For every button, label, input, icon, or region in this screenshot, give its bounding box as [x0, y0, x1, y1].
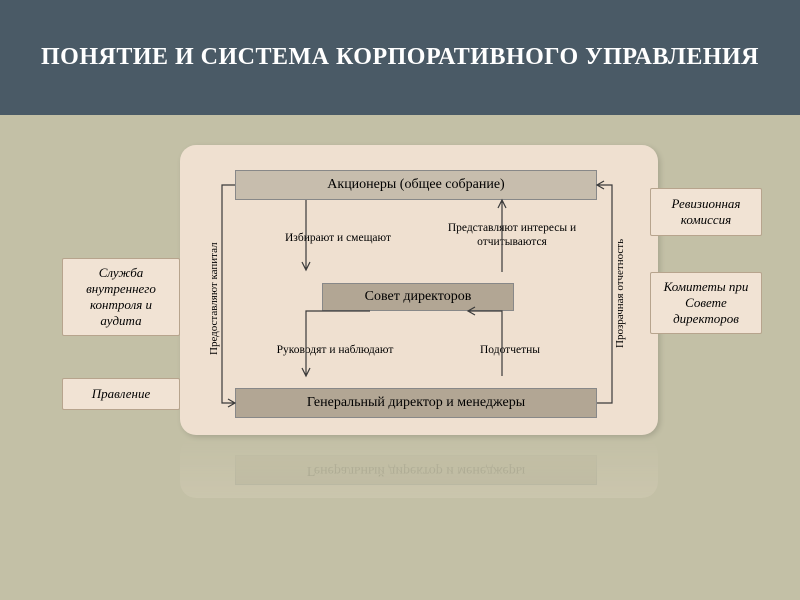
box-committees: Комитеты при Совете директоров	[650, 272, 762, 334]
box-revision: Ревизионная комиссия	[650, 188, 762, 236]
edge-report: Подотчетны	[460, 344, 560, 358]
slide: ПОНЯТИЕ И СИСТЕМА КОРПОРАТИВНОГО УПРАВЛЕ…	[0, 0, 800, 600]
box-internal-audit: Служба внутреннего контроля и аудита	[62, 258, 180, 336]
box-board: Совет директоров	[322, 283, 514, 311]
edge-elect: Избирают и смещают	[268, 232, 408, 246]
edge-manage: Руководят и наблюдают	[260, 344, 410, 358]
slide-body: Акционеры (общее собрание) Совет директо…	[0, 115, 800, 600]
box-ceo: Генеральный директор и менеджеры	[235, 388, 597, 418]
vlabel-capital: Предоставляют капитал	[208, 224, 220, 374]
panel-reflection: Генеральный директор и менеджеры	[180, 438, 658, 498]
reflection-box: Генеральный директор и менеджеры	[235, 455, 597, 485]
edge-represent: Представляют интересы и отчитываются	[432, 222, 592, 250]
vlabel-transparency: Прозрачная отчетность	[614, 218, 626, 368]
box-management: Правление	[62, 378, 180, 410]
slide-title: ПОНЯТИЕ И СИСТЕМА КОРПОРАТИВНОГО УПРАВЛЕ…	[0, 0, 800, 115]
box-shareholders: Акционеры (общее собрание)	[235, 170, 597, 200]
